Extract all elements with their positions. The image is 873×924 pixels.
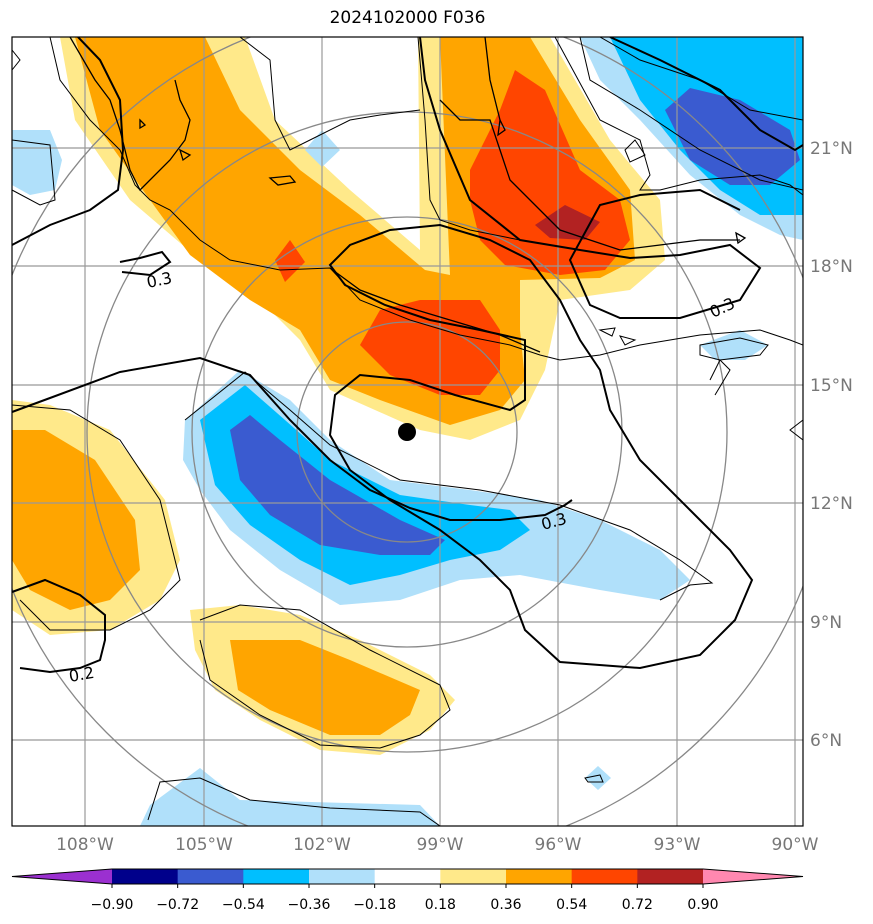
colorbar-extend-low [12, 869, 112, 884]
map-title: 2024102000 F036 [329, 8, 486, 28]
colorbar-tick-label: 0.18 [425, 897, 456, 913]
lat-label: 21°N [810, 139, 853, 159]
colorbar-segment [440, 869, 507, 884]
lon-label: 108°W [56, 835, 114, 855]
colorbar-tick-label: −0.54 [222, 897, 265, 913]
coastlines [12, 37, 803, 826]
colorbar-tick-label: −0.90 [91, 897, 134, 913]
colorbar-tick-label: 0.54 [556, 897, 587, 913]
colorbar-tick-label: 0.36 [490, 897, 521, 913]
lon-label: 90°W [772, 835, 819, 855]
colorbar-segment [112, 869, 179, 884]
colorbar-segment [177, 869, 244, 884]
plot-frame [11, 36, 804, 827]
shading-darkred [535, 205, 600, 240]
lon-label: 93°W [654, 835, 701, 855]
lon-label: 96°W [535, 835, 582, 855]
borders [69, 37, 747, 353]
contour-label: 0.2 [67, 663, 95, 686]
colorbar-tick-label: 0.72 [622, 897, 653, 913]
lat-label: 18°N [810, 257, 853, 277]
colorbar-segment [506, 869, 573, 884]
lon-label: 99°W [417, 835, 464, 855]
colorbar-tick-label: −0.36 [288, 897, 331, 913]
lat-lon-grid [12, 37, 803, 826]
lat-label: 6°N [810, 731, 842, 751]
contour-label: 0.3 [145, 268, 174, 292]
lat-label: 15°N [810, 376, 853, 396]
lon-label: 105°W [175, 835, 233, 855]
colorbar-tick-label: 0.90 [687, 897, 718, 913]
colorbar: −0.90 −0.72 −0.54 −0.36 −0.18 0.18 0.36 0.54 0.7… [11, 868, 804, 913]
colorbar-segment [309, 869, 376, 884]
colorbar-tick-label: −0.18 [353, 897, 396, 913]
lat-label: 9°N [810, 613, 842, 633]
shading-royalblue [230, 88, 800, 555]
colorbar-extend-high [703, 869, 803, 884]
colorbar-segment [637, 869, 704, 884]
colorbar-segment [374, 869, 441, 884]
range-rings [12, 37, 803, 826]
storm-center-marker [398, 423, 416, 441]
colorbar-tick-label: −0.72 [156, 897, 199, 913]
colorbar-segment [571, 869, 638, 884]
colorbar-segment [243, 869, 310, 884]
lon-label: 102°W [293, 835, 351, 855]
contours [12, 37, 803, 674]
lat-label: 12°N [810, 494, 853, 514]
